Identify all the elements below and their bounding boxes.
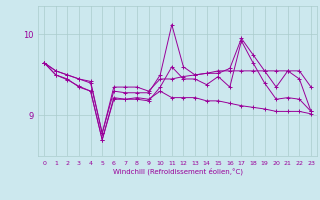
X-axis label: Windchill (Refroidissement éolien,°C): Windchill (Refroidissement éolien,°C) [113,167,243,175]
